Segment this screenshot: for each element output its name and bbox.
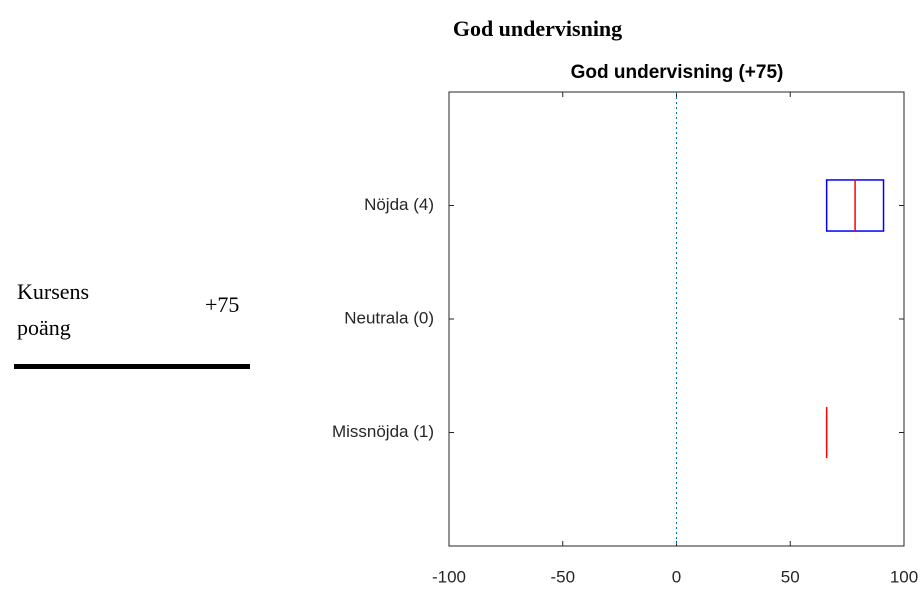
x-tick-label: -100 (432, 567, 466, 586)
y-tick-label: Nöjda (4) (364, 195, 434, 214)
score-label: Kursens poäng (17, 279, 90, 340)
heading: God undervisning (452, 16, 623, 41)
y-tick-label: Neutrala (0) (344, 308, 434, 327)
score: +75 (205, 292, 240, 317)
rule (14, 364, 250, 369)
x-tick-label: -50 (550, 567, 575, 586)
x-tick-label: 0 (672, 567, 681, 586)
y-tick-label: Missnöjda (1) (332, 422, 434, 441)
chart-title: God undervisning (+75) (571, 62, 784, 83)
x-tick-label: 100 (890, 567, 918, 586)
x-tick-label: 50 (781, 567, 800, 586)
